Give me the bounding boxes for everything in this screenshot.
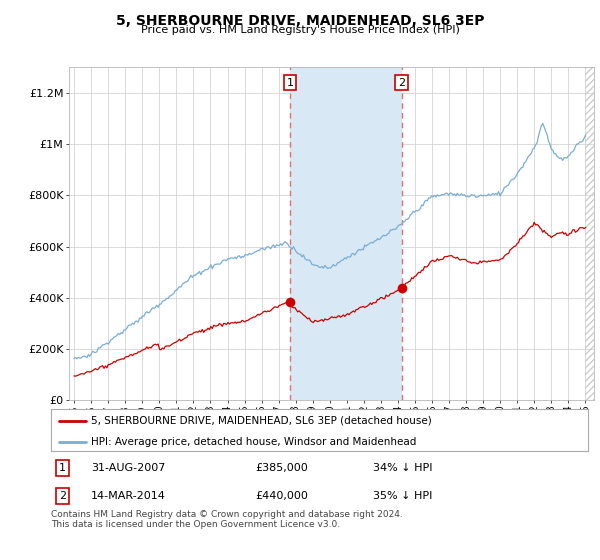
Text: Price paid vs. HM Land Registry's House Price Index (HPI): Price paid vs. HM Land Registry's House …: [140, 25, 460, 35]
Text: 5, SHERBOURNE DRIVE, MAIDENHEAD, SL6 3EP: 5, SHERBOURNE DRIVE, MAIDENHEAD, SL6 3EP: [116, 14, 484, 28]
Text: 31-AUG-2007: 31-AUG-2007: [91, 463, 166, 473]
Text: 2: 2: [398, 78, 405, 87]
Bar: [586, 67, 594, 400]
Text: £385,000: £385,000: [255, 463, 308, 473]
Text: HPI: Average price, detached house, Windsor and Maidenhead: HPI: Average price, detached house, Wind…: [91, 437, 416, 446]
Bar: [290, 67, 401, 400]
Text: 35% ↓ HPI: 35% ↓ HPI: [373, 491, 433, 501]
Text: £440,000: £440,000: [255, 491, 308, 501]
Text: 1: 1: [287, 78, 293, 87]
Text: 5, SHERBOURNE DRIVE, MAIDENHEAD, SL6 3EP (detached house): 5, SHERBOURNE DRIVE, MAIDENHEAD, SL6 3EP…: [91, 416, 432, 426]
Text: 14-MAR-2014: 14-MAR-2014: [91, 491, 166, 501]
Text: Contains HM Land Registry data © Crown copyright and database right 2024.
This d: Contains HM Land Registry data © Crown c…: [51, 510, 403, 529]
Text: 34% ↓ HPI: 34% ↓ HPI: [373, 463, 433, 473]
Text: 1: 1: [59, 463, 67, 473]
Text: 2: 2: [59, 491, 67, 501]
